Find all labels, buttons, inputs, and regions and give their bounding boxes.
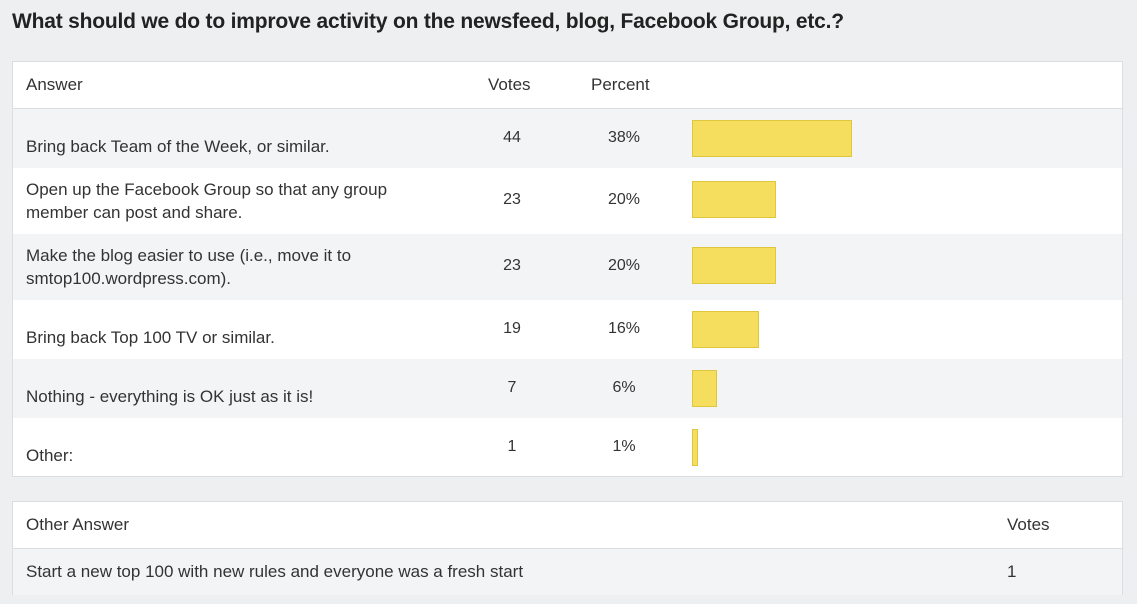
results-table-header: Answer Votes Percent	[13, 62, 1122, 109]
other-votes-column-header: Votes	[1007, 515, 1050, 534]
other-answers-header: Other Answer Votes	[13, 502, 1122, 549]
result-bar	[692, 120, 852, 157]
results-table: Answer Votes Percent Bring back Team of …	[12, 61, 1123, 477]
result-votes: 23	[503, 191, 521, 208]
result-percent: 16%	[607, 320, 641, 337]
result-row: Bring back Top 100 TV or similar. 19 16%	[13, 300, 1122, 359]
other-answer-text: Start a new top 100 with new rules and e…	[26, 562, 524, 581]
result-bar	[692, 370, 717, 407]
other-answer-votes: 1	[1007, 562, 1017, 581]
other-answer-column-header: Other Answer	[26, 515, 129, 534]
other-answers-table: Other Answer Votes Start a new top 100 w…	[12, 501, 1123, 595]
result-bar	[692, 247, 776, 284]
result-answer: Bring back Top 100 TV or similar.	[26, 328, 275, 347]
result-row: Nothing - everything is OK just as it is…	[13, 359, 1122, 418]
result-row: Other: 1 1%	[13, 418, 1122, 477]
poll-question-title: What should we do to improve activity on…	[12, 10, 844, 33]
result-votes: 23	[503, 257, 521, 274]
result-votes: 1	[507, 438, 517, 455]
result-row: Make the blog easier to use (i.e., move …	[13, 234, 1122, 300]
result-bar	[692, 311, 759, 348]
result-bar	[692, 429, 698, 466]
result-answer: Nothing - everything is OK just as it is…	[26, 387, 314, 406]
result-percent: 6%	[612, 379, 636, 396]
result-percent: 38%	[607, 129, 641, 146]
result-percent: 1%	[612, 438, 636, 455]
result-row: Open up the Facebook Group so that any g…	[13, 168, 1122, 234]
result-votes: 44	[503, 129, 521, 146]
result-votes: 19	[503, 320, 521, 337]
result-answer: Make the blog easier to use (i.e., move …	[26, 246, 352, 288]
votes-column-header: Votes	[488, 75, 531, 94]
result-answer: Other:	[26, 446, 74, 465]
result-percent: 20%	[607, 257, 641, 274]
result-bar	[692, 181, 776, 218]
other-answer-row: Start a new top 100 with new rules and e…	[13, 549, 1122, 595]
result-percent: 20%	[607, 191, 641, 208]
percent-column-header: Percent	[591, 75, 650, 94]
result-answer: Open up the Facebook Group so that any g…	[26, 180, 388, 222]
result-answer: Bring back Team of the Week, or similar.	[26, 137, 330, 156]
result-votes: 7	[507, 379, 517, 396]
answer-column-header: Answer	[26, 75, 83, 94]
result-row: Bring back Team of the Week, or similar.…	[13, 109, 1122, 168]
